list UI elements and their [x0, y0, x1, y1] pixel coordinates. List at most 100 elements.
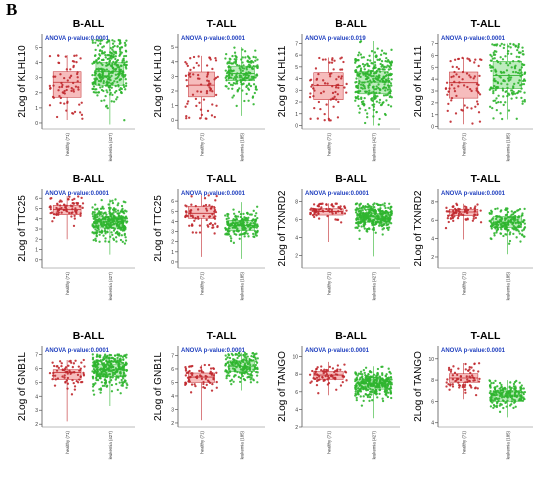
data-point [388, 378, 391, 381]
data-point [232, 230, 235, 233]
data-point [205, 89, 209, 93]
data-point [332, 105, 335, 108]
data-point [251, 96, 254, 99]
data-point [244, 370, 247, 373]
data-point [211, 67, 214, 71]
data-point [237, 351, 241, 355]
data-point [385, 377, 388, 380]
data-point [114, 67, 118, 71]
data-point [231, 83, 234, 87]
data-point [98, 217, 101, 221]
data-point [204, 117, 207, 120]
data-point [345, 91, 348, 94]
data-point [63, 208, 66, 211]
data-point [360, 221, 363, 224]
data-point [516, 220, 520, 224]
data-point [96, 94, 99, 97]
data-point [326, 369, 329, 372]
data-point [72, 362, 76, 365]
data-point [102, 366, 106, 370]
data-point [469, 376, 472, 379]
data-point [498, 391, 501, 394]
data-point [451, 217, 454, 220]
data-point [493, 57, 496, 60]
data-point [53, 384, 57, 387]
data-point [104, 56, 107, 59]
data-point [509, 46, 512, 49]
data-point [488, 105, 492, 108]
data-point [213, 232, 216, 235]
data-point [120, 64, 123, 68]
data-point [228, 374, 231, 377]
data-point [251, 77, 255, 81]
data-point [105, 75, 109, 78]
data-point [96, 226, 100, 230]
data-point [340, 77, 343, 80]
data-point [226, 229, 230, 233]
data-point [384, 78, 388, 81]
data-point [73, 385, 77, 388]
data-point [517, 46, 520, 49]
healthy-group: healthy (71) [48, 54, 84, 156]
data-point [370, 91, 373, 94]
data-point [322, 79, 325, 82]
data-point [457, 212, 461, 216]
data-point [311, 369, 314, 373]
data-point [496, 220, 499, 224]
data-point [112, 211, 115, 214]
data-point [54, 75, 57, 78]
data-point [243, 50, 247, 53]
data-point [92, 238, 95, 242]
data-point [378, 380, 382, 383]
data-point [499, 232, 503, 235]
data-point [191, 373, 194, 377]
data-point [190, 383, 194, 386]
data-point [327, 117, 330, 121]
data-point [358, 378, 361, 381]
data-point [453, 90, 457, 93]
data-point [119, 374, 122, 377]
data-point [97, 91, 100, 94]
data-point [493, 391, 497, 394]
data-point [523, 222, 526, 225]
leukemia-group: leukemia (427) [91, 38, 128, 161]
data-point [354, 386, 358, 389]
data-point [233, 58, 236, 61]
data-point [520, 87, 523, 90]
data-point [369, 79, 372, 82]
data-point [247, 83, 251, 86]
data-point [211, 213, 214, 216]
data-point [383, 68, 386, 71]
data-point [326, 383, 330, 386]
data-point [92, 365, 96, 368]
data-point [238, 76, 241, 79]
data-point [232, 69, 235, 72]
data-point [337, 100, 340, 104]
data-point [77, 88, 80, 91]
data-point [51, 361, 54, 364]
data-point [107, 57, 111, 60]
data-point [501, 388, 505, 391]
data-point [362, 225, 365, 228]
data-point [243, 235, 246, 238]
chart-title: T-ALL [471, 330, 501, 342]
data-point [376, 214, 379, 217]
data-point [379, 212, 382, 215]
y-tick-label: 4 [35, 61, 38, 67]
data-point [108, 364, 111, 368]
data-point [324, 375, 327, 378]
data-point [465, 205, 468, 209]
data-point [204, 203, 208, 207]
data-point [492, 406, 495, 410]
data-point [100, 39, 104, 42]
data-point [254, 222, 257, 225]
data-point [92, 389, 95, 392]
data-point [242, 212, 245, 216]
data-point [185, 62, 188, 65]
data-point [321, 58, 325, 61]
data-point [114, 367, 117, 370]
data-point [472, 376, 476, 380]
data-point [239, 220, 242, 224]
